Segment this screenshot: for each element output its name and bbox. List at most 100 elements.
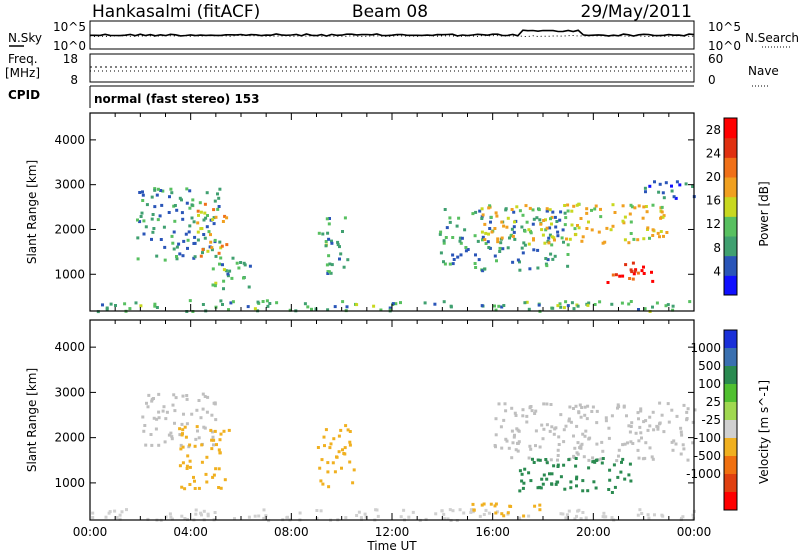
heatmap-cell — [523, 229, 527, 233]
heatmap-cell — [188, 299, 192, 303]
heatmap-cell — [163, 245, 167, 249]
heatmap-cell — [534, 429, 538, 433]
heatmap-cell — [338, 245, 341, 249]
heatmap-cell — [221, 303, 224, 306]
heatmap-cell — [163, 258, 167, 262]
heatmap-cell — [551, 306, 555, 310]
colorbar-swatch — [724, 137, 737, 158]
heatmap-cell — [620, 301, 624, 305]
heatmap-cell — [608, 468, 612, 472]
heatmap-cell — [326, 272, 330, 275]
heatmap-cell — [96, 310, 100, 314]
heatmap-cell — [628, 277, 632, 280]
x-tick-label: 12:00 — [375, 525, 410, 539]
heatmap-cell — [598, 300, 602, 304]
heatmap-cell — [585, 417, 589, 421]
heatmap-cell — [529, 479, 533, 483]
heatmap-cell — [510, 227, 514, 231]
heatmap-cell — [574, 464, 578, 468]
heatmap-cell — [161, 409, 165, 413]
heatmap-cell — [550, 472, 554, 476]
heatmap-cell — [627, 473, 631, 477]
heatmap-cell — [196, 221, 200, 225]
heatmap-cell — [222, 279, 226, 283]
heatmap-cell — [575, 424, 579, 428]
heatmap-cell — [531, 208, 535, 212]
heatmap-cell — [648, 184, 652, 188]
heatmap-cell — [561, 512, 565, 516]
heatmap-cell — [586, 404, 590, 408]
heatmap-cell — [691, 420, 695, 424]
heatmap-cell — [180, 211, 184, 215]
heatmap-cell — [580, 442, 584, 446]
heatmap-cell — [357, 510, 361, 514]
heatmap-cell — [325, 263, 329, 267]
heatmap-cell — [216, 207, 220, 211]
heatmap-cell — [666, 402, 670, 406]
heatmap-cell — [391, 302, 395, 306]
heatmap-cell — [115, 516, 119, 519]
heatmap-cell — [551, 210, 555, 214]
heatmap-cell — [658, 421, 662, 425]
heatmap-cell — [205, 191, 209, 195]
heatmap-cell — [691, 513, 695, 517]
heatmap-cell — [181, 428, 185, 432]
heatmap-cell — [178, 427, 182, 431]
heatmap-cell — [629, 425, 633, 428]
heatmap-cell — [570, 223, 574, 227]
heatmap-cell — [575, 514, 578, 518]
heatmap-cell — [152, 416, 156, 420]
heatmap-cell — [310, 307, 313, 311]
heatmap-cell — [562, 240, 565, 244]
heatmap-cell — [512, 230, 516, 234]
heatmap-cell — [199, 227, 203, 231]
heatmap-cell — [646, 226, 650, 230]
heatmap-cell — [543, 241, 547, 245]
heatmap-cell — [533, 504, 537, 508]
heatmap-cell — [455, 224, 459, 228]
heatmap-cell — [541, 437, 545, 441]
colorbar-swatch — [724, 366, 737, 385]
heatmap-cell — [136, 236, 140, 240]
heatmap-cell — [653, 513, 656, 517]
heatmap-cell — [494, 502, 498, 506]
heatmap-cell — [578, 403, 582, 407]
heatmap-cell — [662, 196, 666, 200]
colorbar-tick-label: 16 — [706, 194, 721, 208]
heatmap-cell — [188, 224, 192, 228]
colorbar-tick-label: 24 — [706, 146, 721, 160]
station-title: Hankasalmi (fitACF) — [92, 2, 260, 22]
heatmap-cell — [516, 258, 520, 262]
heatmap-cell — [142, 429, 146, 433]
heatmap-cell — [685, 417, 689, 420]
heatmap-cell — [480, 217, 484, 220]
heatmap-cell — [206, 395, 210, 399]
heatmap-cell — [359, 516, 363, 520]
heatmap-cell — [568, 237, 572, 241]
heatmap-cell — [448, 216, 452, 220]
colorbar-swatch — [724, 330, 737, 349]
heatmap-cell — [633, 206, 637, 210]
heatmap-cell — [163, 440, 167, 444]
heatmap-cell — [136, 218, 139, 222]
y-tick-label: 4000 — [54, 340, 85, 354]
heatmap-cell — [510, 429, 514, 433]
heatmap-cell — [518, 209, 522, 213]
heatmap-cell — [563, 223, 567, 227]
heatmap-cell — [348, 440, 352, 444]
heatmap-cell — [587, 301, 591, 305]
heatmap-cell — [211, 267, 215, 271]
heatmap-cell — [411, 510, 415, 514]
heatmap-cell — [574, 404, 578, 408]
heatmap-cell — [184, 232, 188, 236]
heatmap-cell — [156, 187, 160, 191]
heatmap-cell — [575, 451, 579, 455]
heatmap-cell — [194, 508, 198, 512]
heatmap-cell — [675, 414, 679, 418]
heatmap-cell — [686, 458, 690, 462]
heatmap-cell — [554, 482, 558, 486]
freq-strip: Freq. [MHz] 18 8 60 0 Nave — [5, 52, 779, 87]
heatmap-cell — [510, 233, 514, 237]
heatmap-cell — [651, 228, 655, 232]
heatmap-cell — [652, 428, 656, 432]
